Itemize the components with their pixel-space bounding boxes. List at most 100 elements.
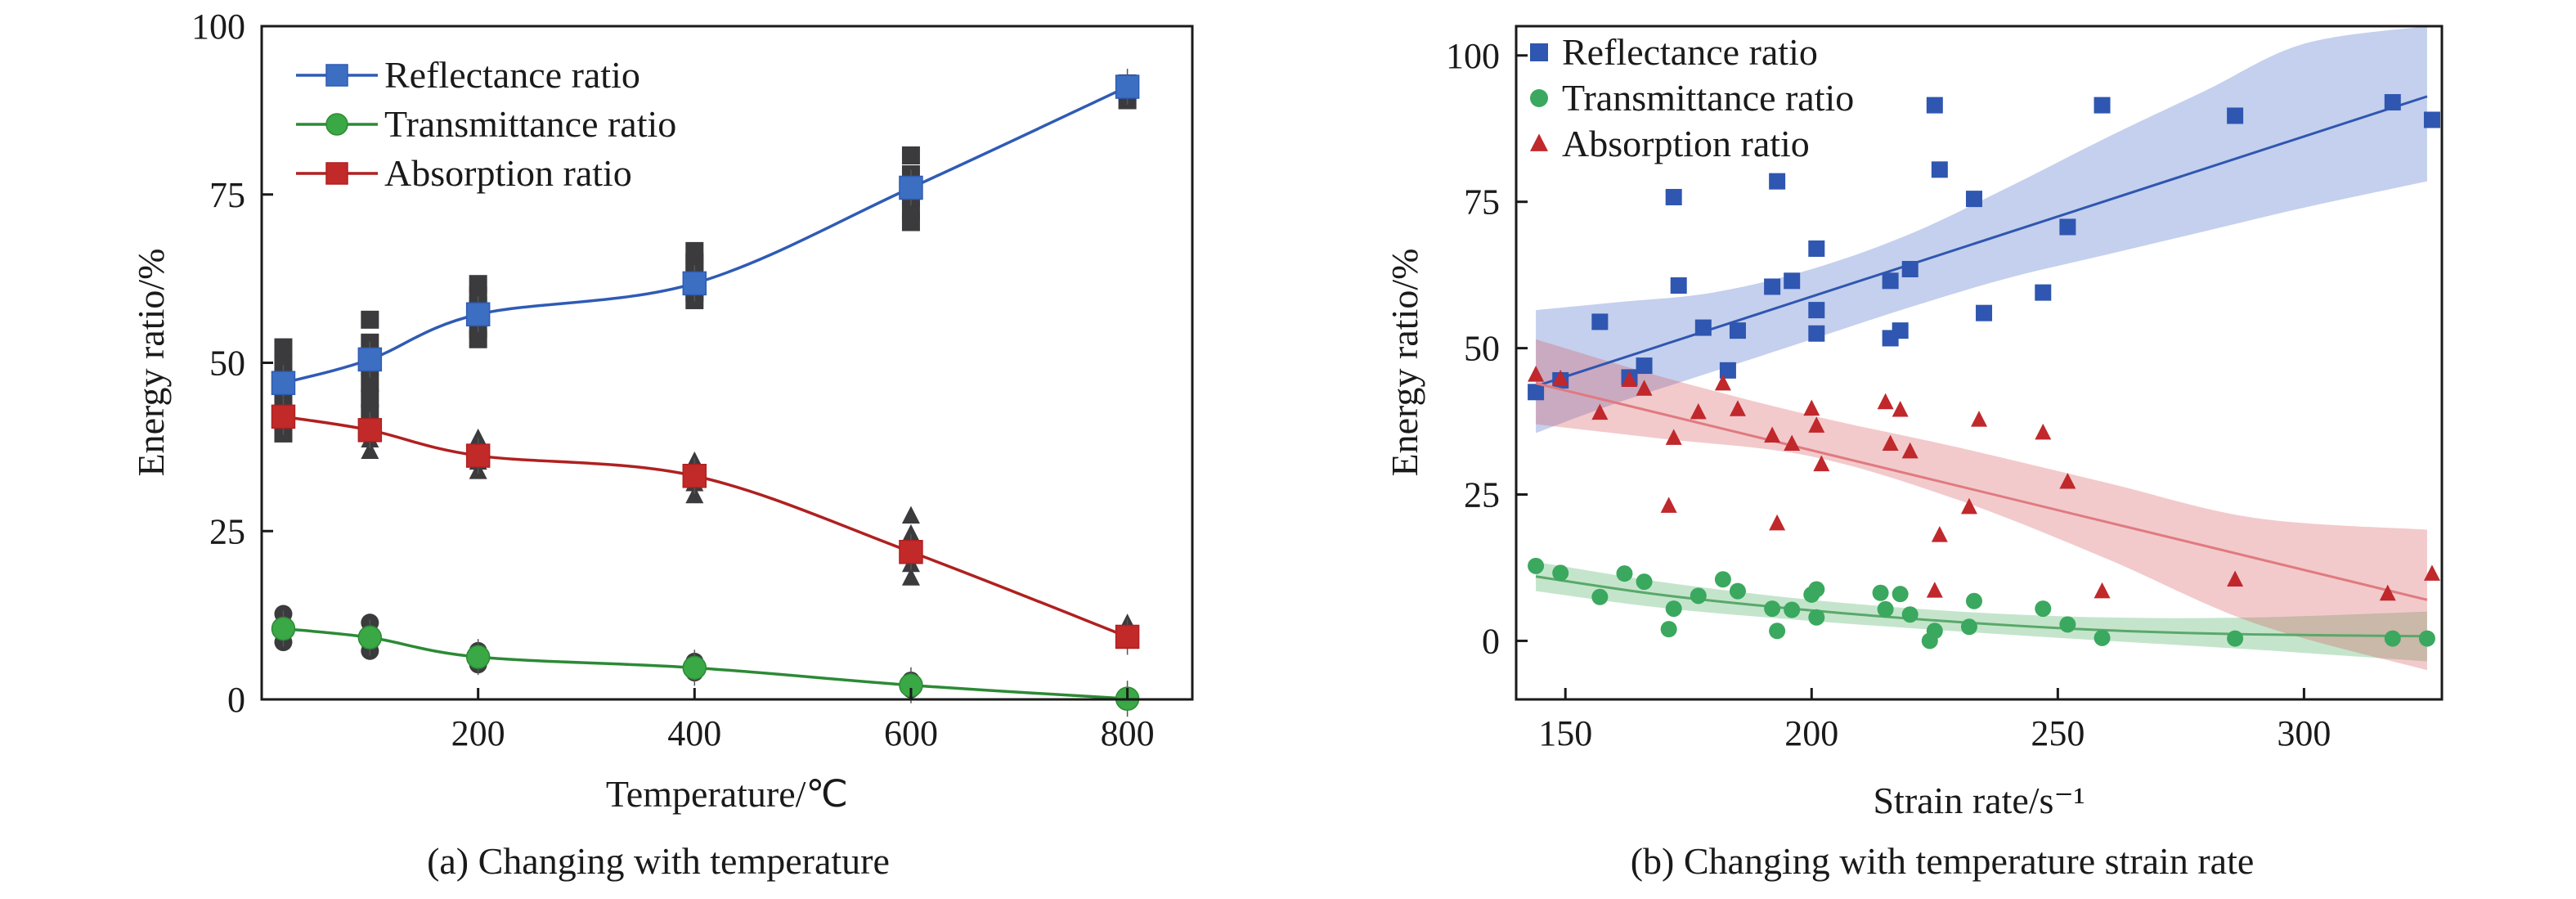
data-point [1764, 600, 1781, 618]
mean-data-point [465, 443, 491, 468]
raw-data-point [901, 146, 920, 165]
panel-a: 0 25 50 75 100 200 400 600 800 Energy ratio/% Te… [130, 7, 1194, 882]
data-point [1784, 272, 1801, 290]
raw-data-point [685, 485, 704, 504]
raw-data-point [901, 568, 920, 586]
panel-a-caption: (a) Changing with temperature [427, 840, 890, 882]
data-point [2227, 630, 2244, 647]
panel-a-x-tick-label: 800 [1101, 713, 1155, 753]
panel-a-x-tick-label: 200 [451, 713, 505, 753]
legend-item: Transmittance ratio [296, 103, 676, 145]
raw-data-point [469, 275, 487, 294]
fit-line [1535, 95, 2428, 388]
legend-marker [325, 64, 348, 87]
data-point [1665, 188, 1682, 205]
data-point [1808, 325, 1825, 342]
data-point [1892, 586, 1909, 603]
data-point [1931, 526, 1948, 542]
data-point [1528, 384, 1545, 401]
data-point [1931, 161, 1948, 178]
panel-a-xlabel: Temperature/℃ [606, 773, 848, 815]
mean-data-point [357, 418, 383, 443]
data-point [2423, 111, 2440, 128]
data-point [1729, 582, 1746, 600]
panel-b-x-tick-label: 300 [2277, 713, 2331, 753]
panel-b-plot-frame [1515, 25, 2444, 701]
legend-label: Transmittance ratio [384, 103, 676, 145]
data-point [1665, 429, 1682, 445]
data-point [1808, 609, 1825, 626]
confidence-band [1536, 561, 2427, 662]
series-transmittance-ratio [271, 605, 1140, 717]
data-point [1926, 97, 1943, 114]
data-point [2384, 630, 2401, 647]
data-point [1784, 434, 1801, 452]
data-point [1528, 366, 1545, 382]
data-point [2379, 584, 2396, 601]
mean-data-point [271, 616, 296, 641]
data-point [1901, 442, 1919, 459]
legend-marker [1530, 89, 1548, 107]
data-point [1636, 573, 1653, 591]
raw-data-point [361, 310, 379, 329]
legend-marker [325, 113, 348, 136]
panel-a-y-tick-label: 100 [191, 7, 245, 47]
legend-marker [325, 162, 348, 185]
legend-label: Absorption ratio [1562, 123, 1810, 164]
data-point [2227, 107, 2244, 124]
data-point [1636, 357, 1653, 375]
series-absorption-ratio [1528, 366, 2440, 601]
panel-b-y-tick-label: 100 [1446, 36, 1500, 76]
raw-data-point [685, 241, 704, 260]
mean-data-point [271, 371, 296, 395]
data-point [1665, 600, 1682, 618]
panel-b-y-tick-label: 75 [1464, 182, 1500, 223]
data-point [1808, 581, 1825, 598]
mean-data-point [357, 347, 383, 372]
confidence-band [1536, 339, 2427, 671]
legend-marker [1530, 133, 1548, 151]
mean-data-point [1115, 624, 1140, 650]
data-point [2035, 284, 2052, 301]
panel-a-ylabel: Energy ratio/% [130, 249, 172, 477]
data-point [1636, 380, 1653, 396]
mean-data-point [1115, 74, 1140, 99]
series-reflectance-ratio [271, 69, 1140, 443]
raw-data-point [469, 428, 487, 447]
data-point [1808, 302, 1825, 319]
data-point [1803, 399, 1820, 416]
raw-data-point [274, 338, 293, 357]
data-point [2059, 616, 2076, 633]
panel-a-y-tick-label: 50 [209, 344, 245, 384]
data-point [1901, 606, 1919, 623]
data-point [1616, 565, 1633, 582]
data-point [1808, 416, 1825, 433]
panel-a-y-tick-label: 0 [227, 680, 245, 720]
data-point [1892, 322, 1909, 339]
mean-data-point [357, 625, 383, 650]
data-point [1965, 191, 1982, 208]
data-point [1960, 497, 1977, 515]
panel-b-y-tick-label: 50 [1464, 329, 1500, 369]
data-point [1882, 272, 1899, 290]
data-point [1769, 514, 1786, 531]
mean-line [283, 415, 1129, 639]
data-point [1714, 571, 1731, 588]
fit-line [1535, 575, 2427, 638]
data-point [1976, 304, 1993, 321]
panel-b-y-tick-label: 0 [1482, 621, 1500, 661]
series-transmittance-ratio [1528, 557, 2435, 650]
data-point [1660, 497, 1677, 513]
data-point [2094, 629, 2111, 646]
raw-data-point [361, 389, 379, 408]
legend-item: Transmittance ratio [1530, 77, 1854, 119]
legend-item: Absorption ratio [296, 152, 632, 194]
raw-data-point [901, 506, 920, 524]
panel-b-x-tick-label: 200 [1784, 713, 1838, 753]
data-point [2059, 472, 2076, 489]
data-point [1591, 313, 1609, 330]
mean-data-point [899, 540, 923, 564]
panel-b-x-tick-label: 150 [1538, 713, 1592, 753]
